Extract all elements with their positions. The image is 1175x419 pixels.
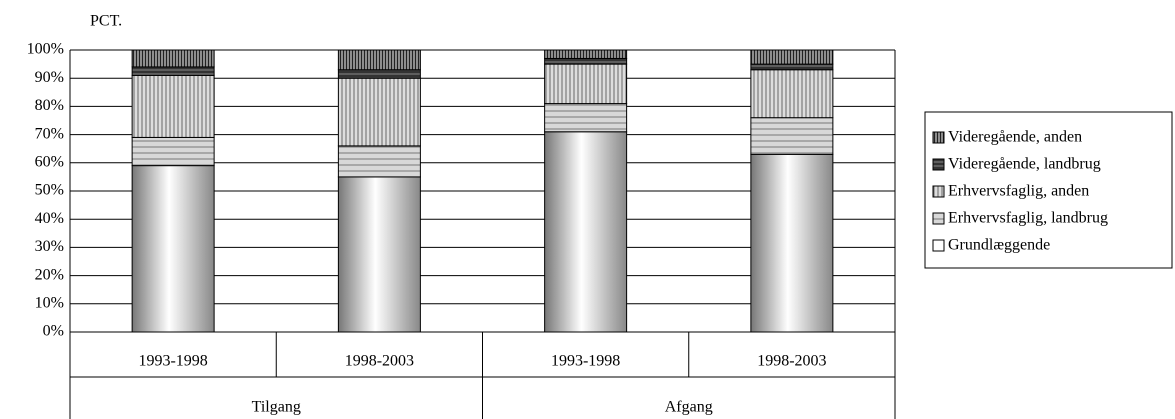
- legend-swatch: [932, 239, 945, 252]
- bar-segment: [131, 136, 215, 167]
- legend-swatch: [932, 185, 945, 198]
- y-tick-label: 100%: [27, 41, 64, 58]
- bar-segment: [337, 145, 421, 178]
- bar-segment: [337, 176, 421, 333]
- bar-segment: [750, 63, 834, 71]
- legend-box: [924, 111, 1173, 269]
- y-tick-label: 20%: [35, 266, 64, 283]
- bar-segment: [544, 131, 628, 333]
- bar-segment: [750, 69, 834, 119]
- bar-segment: [544, 103, 628, 133]
- legend-label: Grundlæggende: [948, 237, 1050, 254]
- y-tick-label: 30%: [35, 238, 64, 255]
- x-tick-label: 1993-1998: [551, 353, 620, 370]
- y-tick-label: 80%: [35, 97, 64, 114]
- x-tick-label: 1998-2003: [757, 353, 826, 370]
- group-label: Tilgang: [252, 399, 301, 416]
- bar-segment: [750, 153, 834, 333]
- y-tick-label: 40%: [35, 210, 64, 227]
- y-tick-label: 50%: [35, 182, 64, 199]
- y-tick-label: 60%: [35, 153, 64, 170]
- x-tick-label: 1998-2003: [345, 353, 414, 370]
- bar-segment: [131, 49, 215, 68]
- legend-swatch: [932, 212, 945, 225]
- bar-segment: [544, 63, 628, 105]
- bar-segment: [544, 49, 628, 59]
- bar-segment: [337, 77, 421, 147]
- x-tick-label: 1993-1998: [138, 353, 207, 370]
- legend-label: Erhvervsfaglig, anden: [948, 183, 1089, 200]
- legend-label: Videregående, landbrug: [948, 156, 1101, 173]
- group-label: Afgang: [665, 399, 713, 416]
- legend-label: Erhvervsfaglig, landbrug: [948, 210, 1108, 227]
- legend-swatch: [932, 131, 945, 144]
- bar-segment: [131, 66, 215, 76]
- bar-segment: [131, 165, 215, 333]
- bar-segment: [750, 117, 834, 155]
- y-tick-label: 70%: [35, 125, 64, 142]
- y-tick-label: 0%: [43, 323, 64, 340]
- bar-segment: [337, 69, 421, 79]
- bar-segment: [131, 74, 215, 138]
- legend-swatch: [932, 158, 945, 171]
- legend-label: Videregående, anden: [948, 129, 1082, 146]
- bar-segment: [337, 49, 421, 71]
- y-axis-label: PCT.: [90, 13, 122, 30]
- y-tick-label: 10%: [35, 294, 64, 311]
- y-tick-label: 90%: [35, 69, 64, 86]
- bar-segment: [544, 57, 628, 65]
- bar-segment: [750, 49, 834, 65]
